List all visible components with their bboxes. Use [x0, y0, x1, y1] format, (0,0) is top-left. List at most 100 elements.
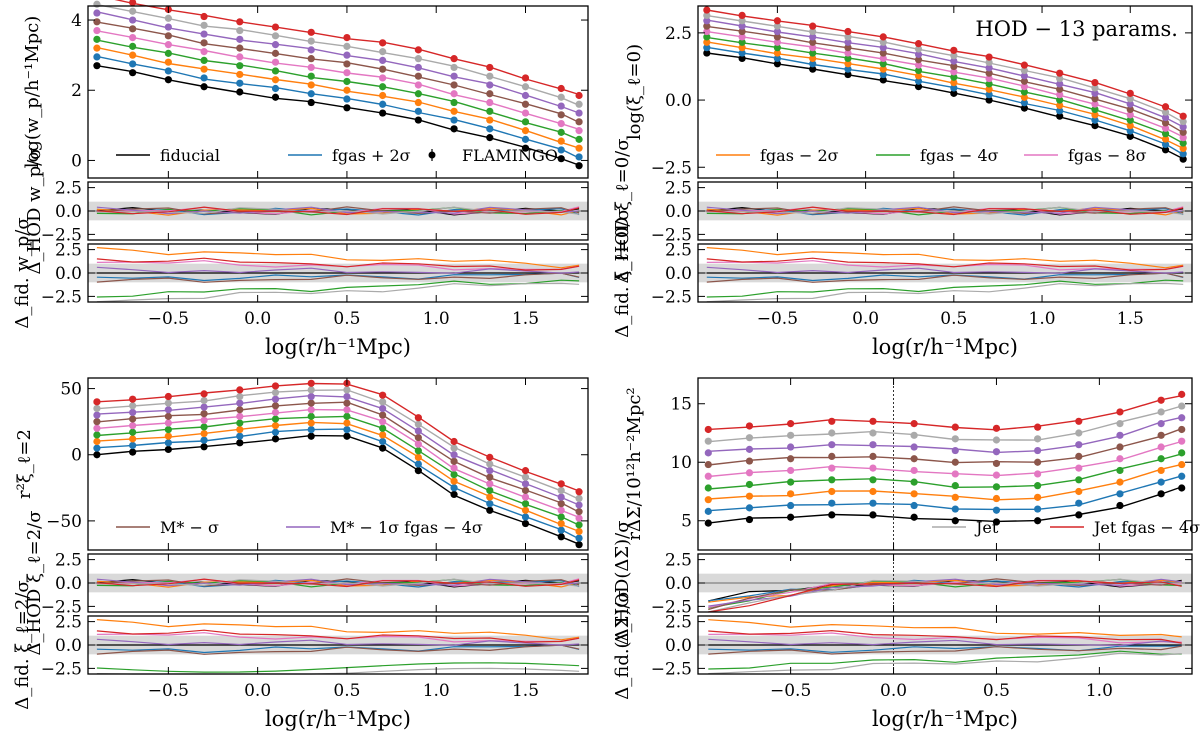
data-point-fiducial	[343, 432, 351, 440]
y-tick-label: 2.5	[665, 179, 692, 199]
plot-area	[88, 378, 588, 550]
data-point-fgas_plus_2sigma	[93, 53, 101, 61]
data-point-fgas_minus_4sigma	[950, 73, 958, 81]
data-point-fgas_minus_8sigma	[164, 419, 172, 427]
y-tick-label: 0.0	[55, 574, 82, 594]
x-tick-label: 0.5	[940, 309, 967, 329]
data-point-mstar_minus_sigma	[1126, 105, 1134, 114]
data-point-fgas_minus_4sigma	[575, 521, 583, 529]
data-point-fiducial	[307, 432, 315, 440]
data-point-fgas_minus_4sigma	[307, 412, 315, 420]
residual-line-mstar_minus_sigma	[706, 272, 1184, 283]
data-point-fiducial	[379, 109, 387, 117]
residual-line-fgas_minus_8sigma	[708, 632, 1182, 644]
data-point-jet_fgas	[951, 423, 959, 431]
data-point-jet	[271, 388, 280, 397]
data-point-mstar_fgas	[450, 451, 458, 459]
data-point-fiducial	[738, 54, 746, 63]
data-point-fgas_plus_2sigma	[200, 74, 208, 82]
y-tick-label: −2.5	[651, 158, 692, 178]
data-point-jet	[164, 14, 172, 22]
residual-line-jet	[96, 578, 580, 587]
legend-marker	[428, 151, 436, 159]
data-point-fgas_plus_2sigma	[200, 436, 208, 444]
data-point-mstar_minus_sigma	[809, 38, 817, 46]
y-tick-label: 15	[670, 395, 692, 415]
data-point-fgas_minus_2sigma	[869, 487, 877, 496]
data-point-mstar_fgas	[773, 27, 781, 36]
data-point-fgas_plus_2sigma	[1161, 140, 1170, 149]
data-point-jet_fgas	[164, 392, 172, 401]
data-point-fgas_minus_8sigma	[704, 472, 712, 480]
data-point-mstar_minus_sigma	[557, 111, 565, 119]
data-point-fgas_minus_8sigma	[951, 470, 959, 478]
data-point-fgas_minus_4sigma	[521, 118, 530, 126]
data-point-fgas_plus_2sigma	[271, 84, 280, 93]
data-point-jet	[787, 431, 795, 439]
data-point-mstar_fgas	[1020, 72, 1028, 80]
data-point-mstar_fgas	[1178, 414, 1186, 422]
x-axis-label: log(r/h⁻¹Mpc)	[265, 707, 411, 731]
data-point-jet_fgas	[521, 74, 530, 82]
data-point-fgas_plus_2sigma	[951, 505, 959, 513]
data-point-fiducial	[557, 155, 565, 163]
data-point-jet_fgas	[773, 17, 781, 25]
data-point-fgas_minus_2sigma	[704, 496, 712, 504]
y-tick-label: 0.0	[665, 574, 692, 594]
legend-label: M* − σ	[160, 518, 219, 537]
x-tick-label: −0.5	[148, 309, 189, 329]
data-point-jet	[1075, 429, 1083, 437]
data-point-fgas_plus_2sigma	[1179, 150, 1187, 158]
data-point-fgas_minus_8sigma	[1020, 83, 1028, 91]
data-point-mstar_minus_sigma	[1178, 425, 1186, 434]
data-point-jet	[236, 392, 244, 401]
data-point-fgas_minus_8sigma	[486, 98, 494, 107]
data-point-fiducial	[200, 83, 208, 91]
data-point-jet	[521, 473, 530, 481]
data-point-fgas_minus_8sigma	[1116, 455, 1124, 463]
y-tick-label: −2.5	[41, 597, 82, 617]
data-point-fgas_minus_2sigma	[1020, 93, 1028, 101]
data-point-fiducial	[1091, 121, 1099, 130]
data-point-jet_fgas	[703, 6, 711, 14]
data-point-mstar_minus_sigma	[129, 415, 137, 423]
data-point-jet	[745, 434, 754, 442]
data-point-mstar_fgas	[787, 443, 795, 451]
data-point-mstar_fgas	[271, 41, 280, 49]
data-point-fgas_minus_4sigma	[844, 54, 852, 63]
data-point-jet_fgas	[414, 414, 422, 422]
y-tick-label: 0	[71, 151, 82, 171]
x-tick-label: 0.0	[244, 309, 271, 329]
data-point-fgas_minus_4sigma	[236, 419, 244, 427]
data-point-mstar_fgas	[379, 404, 387, 413]
data-point-fgas_plus_2sigma	[557, 526, 565, 534]
data-point-mstar_minus_sigma	[985, 69, 993, 77]
data-point-mstar_minus_sigma	[738, 27, 746, 36]
data-point-fgas_minus_4sigma	[271, 415, 280, 423]
data-point-mstar_minus_sigma	[1034, 458, 1042, 466]
data-point-fgas_minus_4sigma	[1075, 476, 1083, 484]
data-point-fgas_minus_8sigma	[575, 514, 583, 522]
data-point-fgas_plus_2sigma	[236, 79, 244, 87]
data-point-fiducial	[844, 70, 852, 79]
data-point-jet_fgas	[379, 391, 387, 399]
data-point-mstar_minus_sigma	[1075, 452, 1083, 460]
data-point-jet	[129, 402, 137, 410]
data-point-fiducial	[236, 88, 244, 96]
data-point-jet	[129, 7, 137, 15]
data-point-fgas_plus_2sigma	[703, 44, 711, 52]
data-point-fiducial	[951, 517, 959, 525]
data-point-mstar_minus_sigma	[1056, 85, 1064, 93]
data-point-mstar_minus_sigma	[951, 458, 959, 466]
data-point-fgas_minus_4sigma	[164, 426, 172, 434]
data-point-fgas_minus_2sigma	[414, 98, 422, 107]
data-point-fgas_plus_2sigma	[414, 460, 422, 468]
data-point-mstar_minus_sigma	[271, 49, 280, 57]
data-point-mstar_fgas	[951, 446, 959, 455]
residual-line-mstar_fgas	[96, 638, 580, 646]
data-point-fgas_plus_2sigma	[450, 484, 458, 492]
data-point-fgas_minus_2sigma	[1056, 101, 1064, 110]
residual-line-mstar_fgas	[96, 266, 580, 274]
data-point-fgas_minus_8sigma	[1034, 470, 1042, 478]
residual-y-axis-label: Δ_fid. ξ_ℓ=2/σ	[12, 580, 33, 709]
